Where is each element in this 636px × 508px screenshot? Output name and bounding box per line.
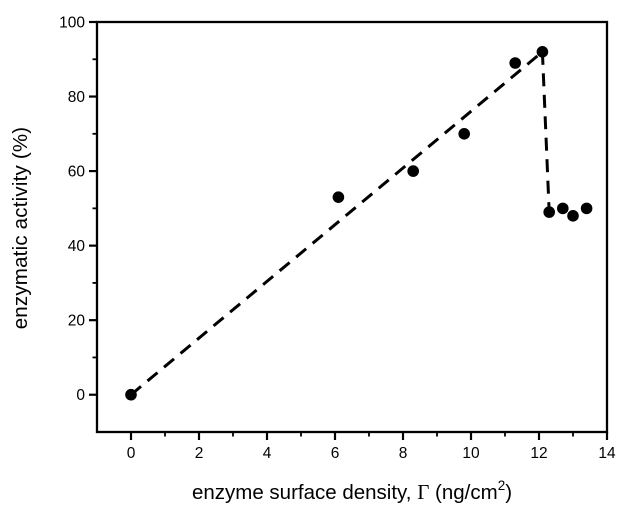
data-point — [458, 128, 471, 140]
x-axis-unit-prefix: (ng/cm — [429, 480, 498, 504]
x-tick-label: 0 — [127, 445, 136, 462]
y-tick-label: 60 — [68, 163, 86, 180]
plot-frame — [95, 20, 609, 434]
data-point — [332, 191, 345, 203]
x-axis-label: enzyme surface density, Γ (ng/cm2) — [97, 474, 607, 506]
x-tick-label: 10 — [462, 445, 480, 462]
y-tick-label: 100 — [59, 14, 85, 31]
x-axis-label-text: enzyme surface density, — [191, 480, 418, 504]
data-point — [407, 165, 420, 177]
data-point — [125, 388, 137, 401]
data-point — [557, 202, 569, 215]
trend-line-segment — [540, 51, 551, 213]
x-tick-label: 8 — [399, 445, 408, 462]
x-tick-label: 12 — [530, 445, 547, 462]
y-tick-label: 0 — [76, 387, 85, 404]
gamma-symbol: Γ — [417, 479, 430, 504]
data-point — [536, 46, 549, 58]
y-axis-label-text: enzymatic activity (%) — [9, 126, 32, 330]
x-tick-label: 4 — [263, 445, 272, 462]
data-point — [543, 206, 555, 218]
y-tick-label: 40 — [68, 238, 86, 255]
x-axis-unit-suffix: ) — [505, 480, 513, 504]
x-tick-label: 2 — [195, 445, 204, 462]
x-tick-label: 6 — [331, 445, 340, 462]
data-point — [567, 210, 579, 222]
data-point — [509, 57, 521, 69]
data-point — [580, 202, 593, 215]
x-axis-unit-exponent: 2 — [497, 478, 506, 493]
x-tick-label: 14 — [598, 445, 616, 462]
y-tick-label: 80 — [68, 89, 86, 106]
trend-line-segment — [130, 50, 544, 396]
y-axis-label: enzymatic activity (%) — [9, 127, 33, 330]
y-tick-label: 20 — [68, 313, 86, 330]
